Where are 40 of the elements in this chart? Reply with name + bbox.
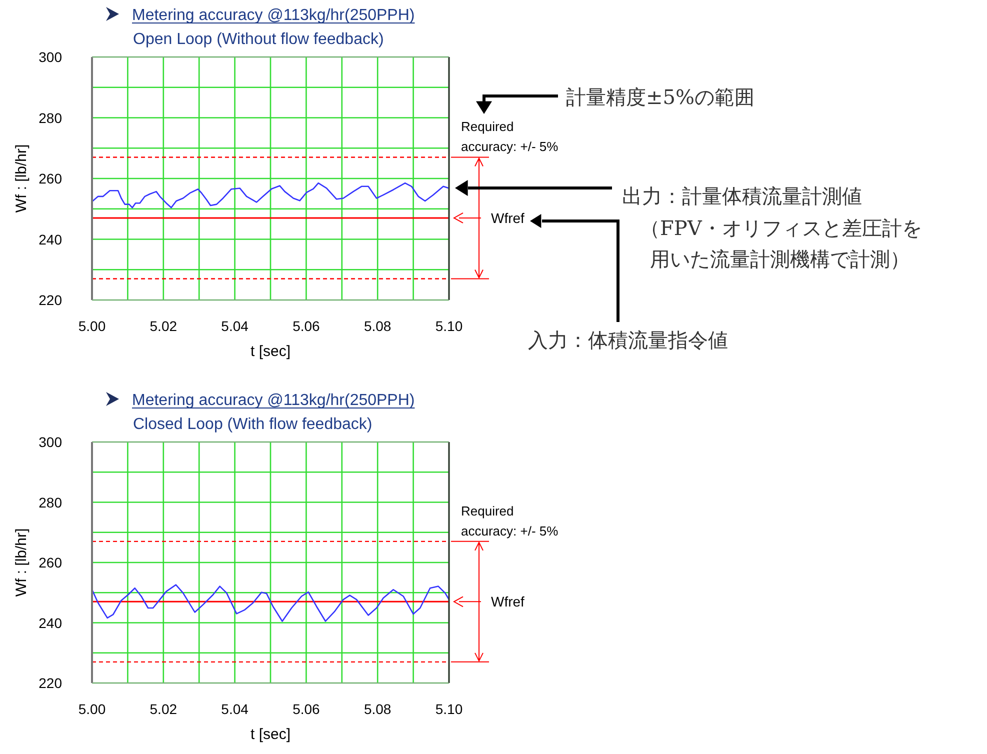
ref-line-label: Wfref bbox=[491, 210, 525, 226]
x-tick-label: 5.08 bbox=[364, 701, 392, 717]
y-tick-label: 220 bbox=[38, 675, 62, 691]
x-axis-title: t [sec] bbox=[250, 343, 291, 360]
y-tick-label: 240 bbox=[38, 231, 62, 248]
ref-line-label: Wfref bbox=[491, 594, 525, 610]
text: 入力：体積流量指令値 bbox=[528, 328, 728, 352]
y-tick-label: 300 bbox=[38, 434, 62, 450]
y-axis-title: Wf : [lb/hr] bbox=[13, 528, 30, 597]
x-tick-label: 5.02 bbox=[150, 701, 178, 717]
x-tick-label: 5.10 bbox=[435, 701, 463, 717]
text: 出力：計量体積流量計測値 bbox=[622, 184, 862, 208]
line-series bbox=[91, 584, 450, 622]
chart-subtitle: Open Loop (Without flow feedback) bbox=[133, 31, 384, 48]
y-tick-label: 280 bbox=[38, 494, 62, 510]
chart-subtitle: Closed Loop (With flow feedback) bbox=[133, 416, 372, 433]
chart-title: Metering accuracy @113kg/hr(250PPH) bbox=[132, 392, 415, 409]
y-tick-label: 280 bbox=[38, 110, 62, 126]
chart-title: Metering accuracy @113kg/hr(250PPH) bbox=[132, 7, 415, 24]
x-tick-label: 5.04 bbox=[221, 318, 249, 334]
x-tick-label: 5.00 bbox=[78, 701, 106, 717]
line-series bbox=[91, 182, 450, 208]
x-tick-label: 5.02 bbox=[150, 318, 178, 334]
y-tick-label: 240 bbox=[38, 614, 62, 631]
text: Required accuracy: +/- 5% bbox=[461, 119, 559, 154]
y-tick-label: 220 bbox=[38, 292, 62, 308]
text: Required accuracy: +/- 5% bbox=[461, 503, 559, 538]
x-tick-label: 5.08 bbox=[364, 318, 392, 334]
text: 計量精度±5%の範囲 bbox=[566, 85, 754, 109]
x-tick-label: 5.00 bbox=[78, 318, 106, 334]
text: （FPV・オリフィスと差圧計を用いた流量計測機構で計測） bbox=[640, 216, 922, 271]
x-tick-label: 5.10 bbox=[435, 318, 463, 334]
x-tick-label: 5.04 bbox=[221, 701, 249, 717]
x-tick-label: 5.06 bbox=[292, 318, 320, 334]
y-tick-label: 300 bbox=[38, 49, 62, 65]
y-tick-label: 260 bbox=[38, 554, 62, 570]
x-tick-label: 5.06 bbox=[292, 701, 320, 717]
y-axis-title: Wf : [lb/hr] bbox=[13, 144, 30, 213]
x-axis-title: t [sec] bbox=[250, 726, 291, 743]
y-tick-label: 260 bbox=[38, 170, 62, 186]
